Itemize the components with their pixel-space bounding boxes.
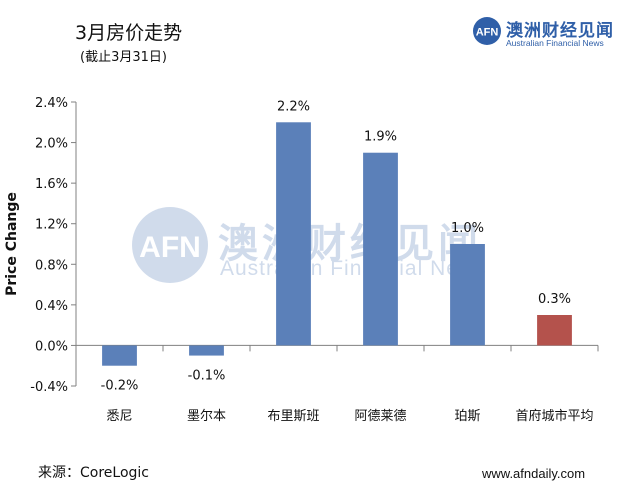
bar: [102, 345, 137, 366]
brand-logo-block: AFN 澳洲财经见闻 Australian Financial News: [472, 14, 614, 50]
source-note: 来源：CoreLogic: [38, 465, 149, 481]
category-label: 珀斯: [454, 409, 480, 424]
y-tick-label: -0.4%: [30, 380, 68, 395]
chart-title: 3月房价走势: [75, 22, 183, 44]
bar: [363, 152, 398, 346]
data-label: 2.2%: [277, 99, 310, 114]
y-tick-label: 0.0%: [35, 339, 68, 354]
afn-logo-icon: AFN: [473, 17, 501, 45]
data-label: 0.3%: [538, 292, 571, 307]
brand-subname: Australian Financial News: [506, 38, 604, 48]
y-tick-label: 1.6%: [35, 177, 68, 192]
bar: [450, 244, 485, 346]
bar: [276, 122, 311, 346]
website-link[interactable]: www.afndaily.com: [482, 466, 586, 481]
y-axis-title: Price Change: [4, 192, 20, 296]
y-tick-label: 0.4%: [35, 299, 68, 314]
category-label: 首府城市平均: [515, 408, 593, 424]
data-label: -0.1%: [188, 369, 226, 384]
bar: [189, 345, 224, 356]
category-label: 阿德莱德: [354, 409, 406, 424]
data-label: 1.9%: [364, 130, 397, 145]
brand-name: 澳洲财经见闻: [506, 21, 614, 41]
y-tick-label: 2.0%: [35, 137, 68, 152]
y-tick-label: 0.8%: [35, 258, 68, 273]
data-label: -0.2%: [101, 379, 139, 394]
bar: [537, 315, 572, 346]
data-label: 1.0%: [451, 221, 484, 236]
chart-subtitle: (截止3月31日): [80, 50, 167, 65]
category-label: 悉尼: [106, 409, 132, 424]
category-label: 布里斯班: [267, 409, 319, 424]
y-tick-label: 1.2%: [35, 218, 68, 233]
y-tick-label: 2.4%: [35, 96, 68, 111]
category-label: 墨尔本: [187, 409, 226, 424]
svg-text:AFN: AFN: [476, 27, 499, 39]
